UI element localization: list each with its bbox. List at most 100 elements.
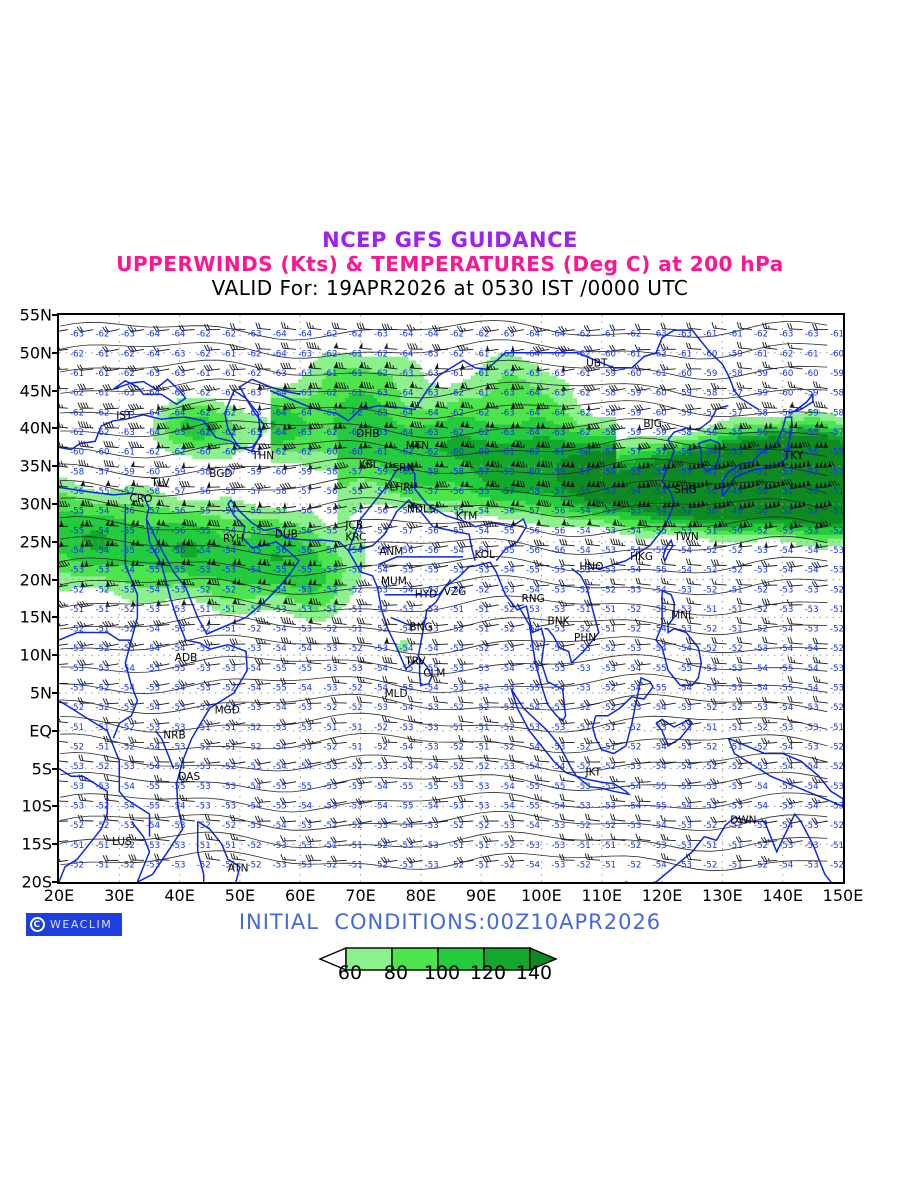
temperature-value: -57 [146, 507, 160, 517]
wind-barb [80, 519, 94, 527]
temperature-value: -55 [450, 507, 464, 517]
temperature-value: -51 [729, 743, 743, 753]
temperature-value: -53 [121, 644, 135, 654]
wind-barb [178, 680, 195, 687]
wind-barb [511, 499, 525, 507]
temperature-value: -51 [70, 841, 84, 851]
temperature-value: -53 [450, 566, 464, 576]
temperature-value: -52 [703, 821, 717, 831]
wind-barb [583, 737, 601, 744]
streamline [60, 614, 828, 636]
wind-barb [634, 776, 651, 783]
wind-barb [586, 480, 606, 488]
wind-barb [660, 322, 676, 331]
wind-barb [764, 478, 794, 490]
streamline [60, 319, 828, 341]
temperature-value: -63 [501, 330, 515, 340]
temperature-value: -52 [450, 625, 464, 635]
temperature-value: -52 [729, 821, 743, 831]
wind-barb [232, 577, 246, 586]
temperature-value: -51 [729, 723, 743, 733]
wind-barb [330, 758, 347, 765]
wind-barb [558, 579, 575, 586]
wind-barb [634, 659, 651, 666]
temperature-value: -60 [653, 389, 667, 399]
wind-barb [333, 502, 347, 510]
wind-barb [178, 324, 195, 331]
wind-barb [786, 580, 803, 587]
wind-barb [586, 441, 602, 449]
wind-barb [127, 698, 145, 706]
temperature-value: -62 [70, 408, 84, 418]
wind-barb [102, 660, 119, 667]
temperature-value: -50 [754, 507, 768, 517]
temperature-value: -54 [247, 684, 261, 694]
wind-barb [105, 519, 119, 527]
wind-barb [257, 501, 271, 509]
wind-barb [735, 778, 752, 785]
temperature-value: -52 [830, 644, 843, 654]
temperature-value: -53 [678, 841, 692, 851]
temperature-value: -52 [830, 762, 843, 772]
temperature-value: -55 [526, 782, 540, 792]
temperature-value: -51 [577, 605, 591, 615]
temperature-value: -52 [577, 703, 591, 713]
temperature-value: -54 [653, 585, 667, 595]
wind-barb [688, 500, 709, 509]
temperature-value: -54 [247, 664, 261, 674]
temperature-value: -51 [602, 605, 616, 615]
temperature-value: -63 [171, 369, 185, 379]
wind-barb [559, 813, 575, 822]
temperature-value: -52 [577, 861, 591, 871]
temperature-value: -53 [146, 723, 160, 733]
temperature-value: -53 [171, 703, 185, 713]
streamline [60, 654, 828, 675]
wind-barb [485, 344, 499, 352]
temperature-value: -57 [830, 428, 843, 438]
wind-barb [637, 480, 661, 489]
temperature-value: -59 [830, 369, 843, 379]
temperature-value: -60 [146, 467, 160, 477]
streamline [60, 732, 828, 754]
wind-barb [203, 719, 221, 726]
wind-barb [685, 637, 702, 645]
wind-barb [787, 675, 803, 684]
wind-barb [688, 442, 702, 451]
streamline [60, 693, 828, 715]
wind-barb [407, 343, 423, 350]
wind-barb [609, 619, 626, 626]
wind-barb [460, 420, 474, 429]
temperature-value: -56 [374, 507, 388, 517]
temperature-value: -55 [551, 664, 565, 674]
wind-barb [102, 679, 119, 686]
wind-barb [127, 345, 145, 353]
temperature-value: -60 [830, 349, 843, 359]
wind-barb [762, 617, 778, 625]
temperature-value: -55 [374, 546, 388, 556]
temperature-value: -51 [729, 585, 743, 595]
temperature-value: -54 [146, 644, 160, 654]
wind-barb [584, 538, 601, 547]
temperature-value: -54 [754, 782, 768, 792]
temperature-value: -54 [627, 566, 641, 576]
temperature-value: -52 [222, 821, 236, 831]
wind-barb [178, 365, 195, 372]
temperature-value: -50 [754, 487, 768, 497]
temperature-value: -64 [526, 408, 540, 418]
wind-barb [380, 837, 398, 844]
temperature-value: -53 [425, 841, 439, 851]
temperature-value: -53 [526, 841, 540, 851]
lat-tick [52, 654, 59, 657]
temperature-value: -54 [121, 664, 135, 674]
temperature-value: -62 [349, 428, 363, 438]
temperature-value: -52 [703, 861, 717, 871]
temperature-value: -53 [627, 762, 641, 772]
temperature-value: -64 [399, 389, 413, 399]
wind-barb [789, 441, 811, 449]
temperature-value: -53 [830, 467, 843, 477]
temperature-value: -63 [298, 349, 312, 359]
temperature-value: -52 [830, 625, 843, 635]
wind-barb [203, 680, 221, 687]
wind-barb [333, 342, 347, 350]
city-label-TRV: TRV [404, 656, 426, 668]
